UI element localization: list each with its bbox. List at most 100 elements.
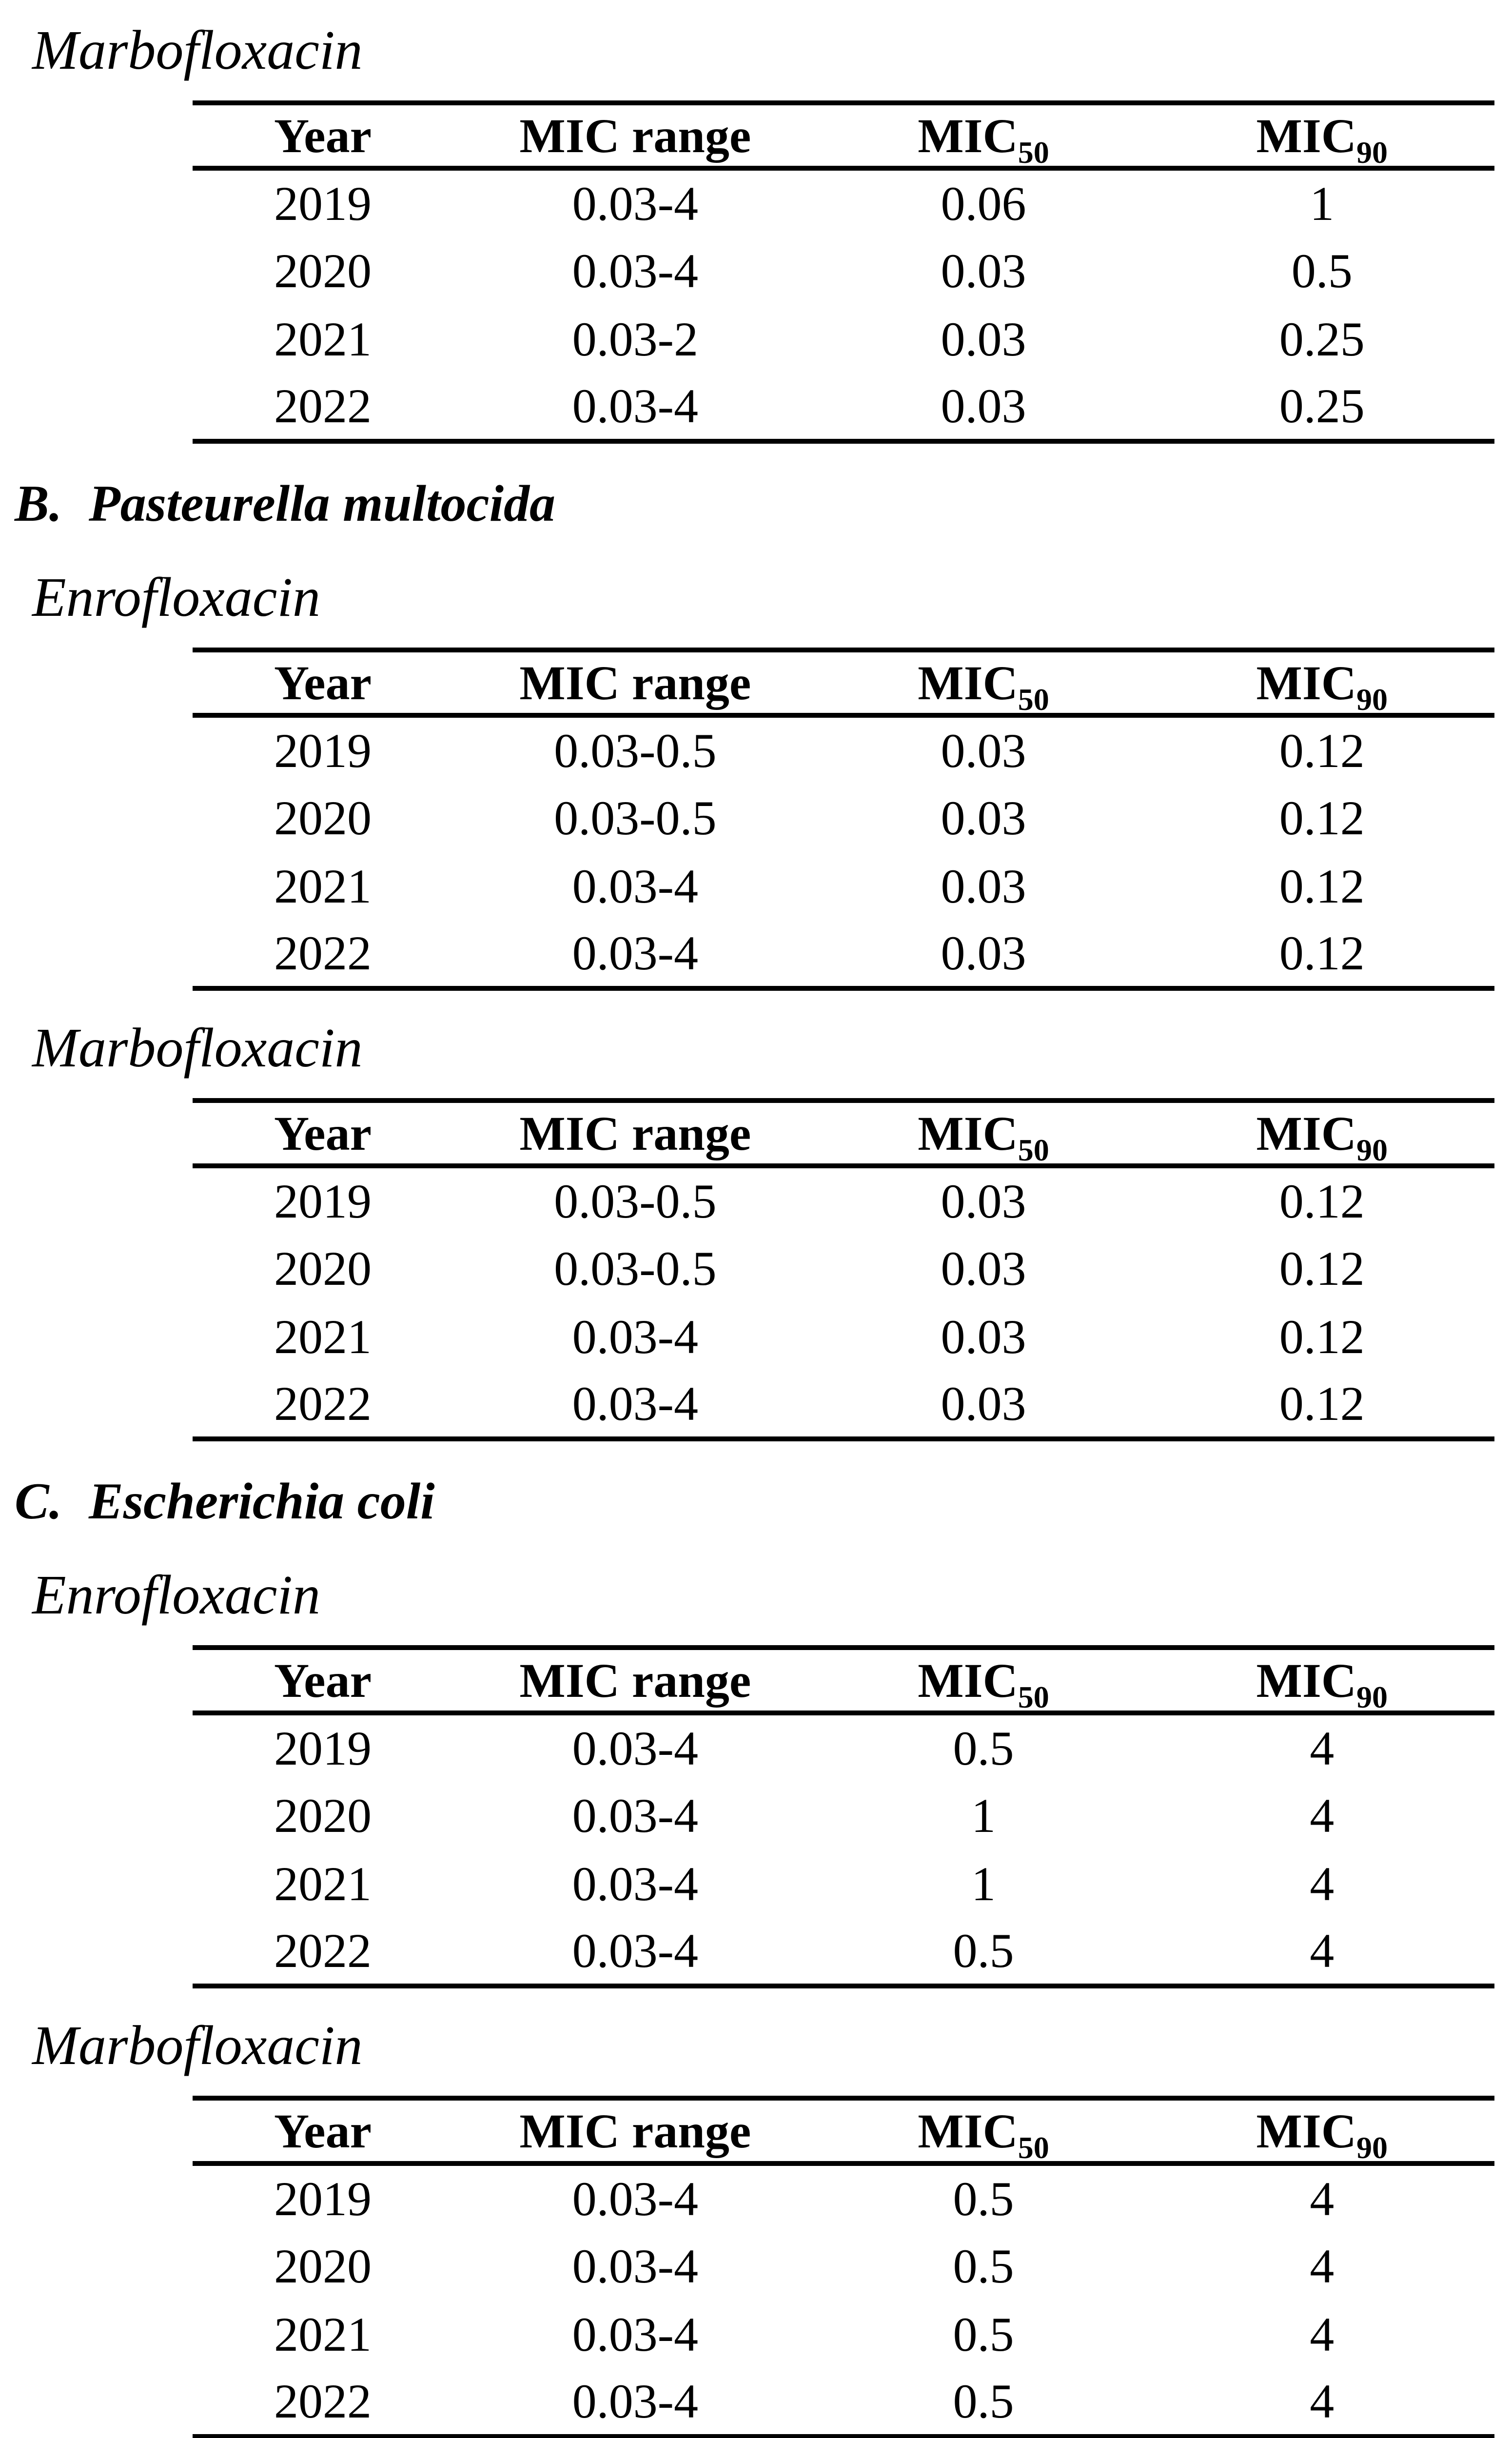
mic50-cell: 1	[971, 1856, 996, 1911]
mic90-cell: 4	[1310, 1721, 1335, 1775]
mic50-cell: 0.03	[941, 724, 1026, 778]
mic_range-cell: 0.03-4	[572, 926, 698, 980]
species-name: Pasteurella multocida	[89, 475, 555, 532]
mic50-cell: 0.5	[953, 2172, 1014, 2226]
mic_range-cell: 0.03-4	[572, 1788, 698, 1843]
mic50-cell: 0.5	[953, 1924, 1014, 1978]
mic50-cell: 0.03	[941, 243, 1026, 298]
header-label: MIC	[1256, 108, 1356, 163]
mic90-cell: 4	[1310, 1924, 1335, 1978]
header-label: MIC range	[519, 2104, 751, 2158]
mic50-cell: 0.03	[941, 790, 1026, 845]
table-row: 2022 0.03-4 0.5 4	[193, 1918, 1494, 1986]
table-row: 2021 0.03-4 0.5 4	[193, 2300, 1494, 2368]
mic90-cell: 0.12	[1279, 926, 1365, 980]
mic_range-cell: 0.03-4	[572, 1856, 698, 1911]
mic_range-cell: 0.03-0.5	[554, 1241, 717, 1296]
year-cell: 2021	[274, 859, 372, 913]
species-section: C. Escherichia coli Enrofloxacin Year MIC ra…	[0, 1465, 1512, 2438]
year-cell: 2020	[274, 1241, 372, 1296]
mic90-cell: 0.25	[1279, 312, 1365, 366]
table-row: 2020 0.03-0.5 0.03 0.12	[193, 1234, 1494, 1302]
header-cell-mic_range: MIC range	[453, 1648, 818, 1715]
table-row: 2019 0.03-0.5 0.03 0.12	[193, 1166, 1494, 1234]
header-label: MIC range	[519, 655, 751, 710]
table-head: Year MIC range MIC 50 MIC90	[193, 650, 1494, 718]
table-head: Year MIC range MIC50 MIC90	[193, 103, 1494, 171]
mic90-cell: 0.5	[1291, 243, 1353, 298]
header-label: MIC range	[519, 1106, 751, 1160]
mic_range-cell: 0.03-4	[572, 2307, 698, 2361]
section-heading: B. Pasteurella multocida	[15, 467, 1512, 540]
header-cell-mic50: MIC50	[817, 103, 1150, 171]
year-cell: 2022	[274, 379, 372, 433]
table-row: 2021 0.03-4 1 4	[193, 1849, 1494, 1918]
mic90-cell: 4	[1310, 2172, 1335, 2226]
mic50-cell: 0.03	[941, 1174, 1026, 1228]
mic_range-cell: 0.03-4	[572, 2239, 698, 2293]
mic50-cell: 0.5	[953, 2374, 1014, 2428]
mic50-cell: 0.03	[941, 312, 1026, 366]
header-cell-mic90: MIC90	[1149, 650, 1494, 718]
section-label: C.	[15, 1473, 62, 1530]
header-subscript: 50	[1018, 2130, 1049, 2165]
mic-table: Year MIC range MIC50 MIC90 2019 0.03-0.5 0.03 0…	[193, 1098, 1494, 1441]
mic90-cell: 0.12	[1279, 724, 1365, 778]
year-cell: 2022	[274, 926, 372, 980]
drug-heading: Enrofloxacin	[32, 1564, 320, 1626]
header-label: MIC range	[519, 1653, 751, 1708]
drug-heading: Enrofloxacin	[32, 566, 320, 628]
mic_range-cell: 0.03-4	[572, 177, 698, 231]
header-cell-mic90: MIC90	[1149, 2098, 1494, 2166]
header-cell-year: Year	[193, 103, 453, 171]
mic_range-cell: 0.03-4	[572, 859, 698, 913]
table-head: Year MIC range MIC 50 MIC90	[193, 2098, 1494, 2166]
table-body: 2019 0.03-4 0.5 4 2020 0.03-4 0.5 4 2021 0.03-4 0.…	[193, 2163, 1494, 2437]
header-cell-year: Year	[193, 1101, 453, 1168]
header-cell-mic90: MIC90	[1149, 1648, 1494, 1715]
mic_range-cell: 0.03-4	[572, 1309, 698, 1364]
mic90-cell: 0.12	[1279, 859, 1365, 913]
mic_range-cell: 0.03-4	[572, 379, 698, 433]
table-body: 2019 0.03-0.5 0.03 0.12 2020 0.03-0.5 0.03 0.12…	[193, 715, 1494, 988]
header-cell-mic90: MIC90	[1149, 1101, 1494, 1168]
header-subscript: 50	[1018, 1132, 1049, 1167]
header-subscript: 50	[1018, 682, 1049, 717]
mic-table: Year MIC range MIC 50 MIC90 2019 0.03-4 0.5 4 202…	[193, 2096, 1494, 2438]
year-cell: 2019	[274, 1174, 372, 1228]
header-cell-year: Year	[193, 650, 453, 718]
year-cell: 2019	[274, 1721, 372, 1775]
year-cell: 2019	[274, 724, 372, 778]
table-row: 2020 0.03-4 0.5 4	[193, 2232, 1494, 2300]
section-heading: C. Escherichia coli	[15, 1465, 1512, 1538]
species-name: Escherichia coli	[89, 1473, 435, 1530]
mic90-cell: 0.25	[1279, 379, 1365, 433]
year-cell: 2020	[274, 790, 372, 845]
header-label: Year	[274, 108, 372, 163]
mic_range-cell: 0.03-4	[572, 2172, 698, 2226]
year-cell: 2019	[274, 2172, 372, 2226]
mic90-cell: 0.12	[1279, 1241, 1365, 1296]
section-label: B.	[15, 475, 62, 532]
year-cell: 2021	[274, 312, 372, 366]
mic90-cell: 0.12	[1279, 1309, 1365, 1364]
year-cell: 2021	[274, 1309, 372, 1364]
mic90-cell: 0.12	[1279, 790, 1365, 845]
drug-heading: Marbofloxacin	[32, 2014, 363, 2076]
mic-table: Year MIC range MIC50 MIC90 2019 0.03-0.5 0.03 0…	[193, 648, 1494, 991]
header-cell-year: Year	[193, 2098, 453, 2166]
table-row: 2019 0.03-4 0.06 1	[193, 168, 1494, 236]
header-label: MIC	[918, 1653, 1018, 1708]
mic-table: Year MIC range MIC50 MIC90 2019 0.03-4 0.06 1 20…	[193, 100, 1494, 444]
header-label: Year	[274, 655, 372, 710]
year-cell: 2020	[274, 1788, 372, 1843]
header-label: MIC	[1256, 655, 1356, 710]
mic90-cell: 4	[1310, 2307, 1335, 2361]
header-label: Year	[274, 1106, 372, 1160]
header-label: MIC	[1256, 2104, 1356, 2158]
table-head: Year MIC range MIC50 MIC90	[193, 1648, 1494, 1715]
mic_range-cell: 0.03-4	[572, 1376, 698, 1431]
mic50-cell: 0.5	[953, 2307, 1014, 2361]
header-subscript: 90	[1356, 2130, 1388, 2165]
mic90-cell: 1	[1310, 177, 1335, 231]
